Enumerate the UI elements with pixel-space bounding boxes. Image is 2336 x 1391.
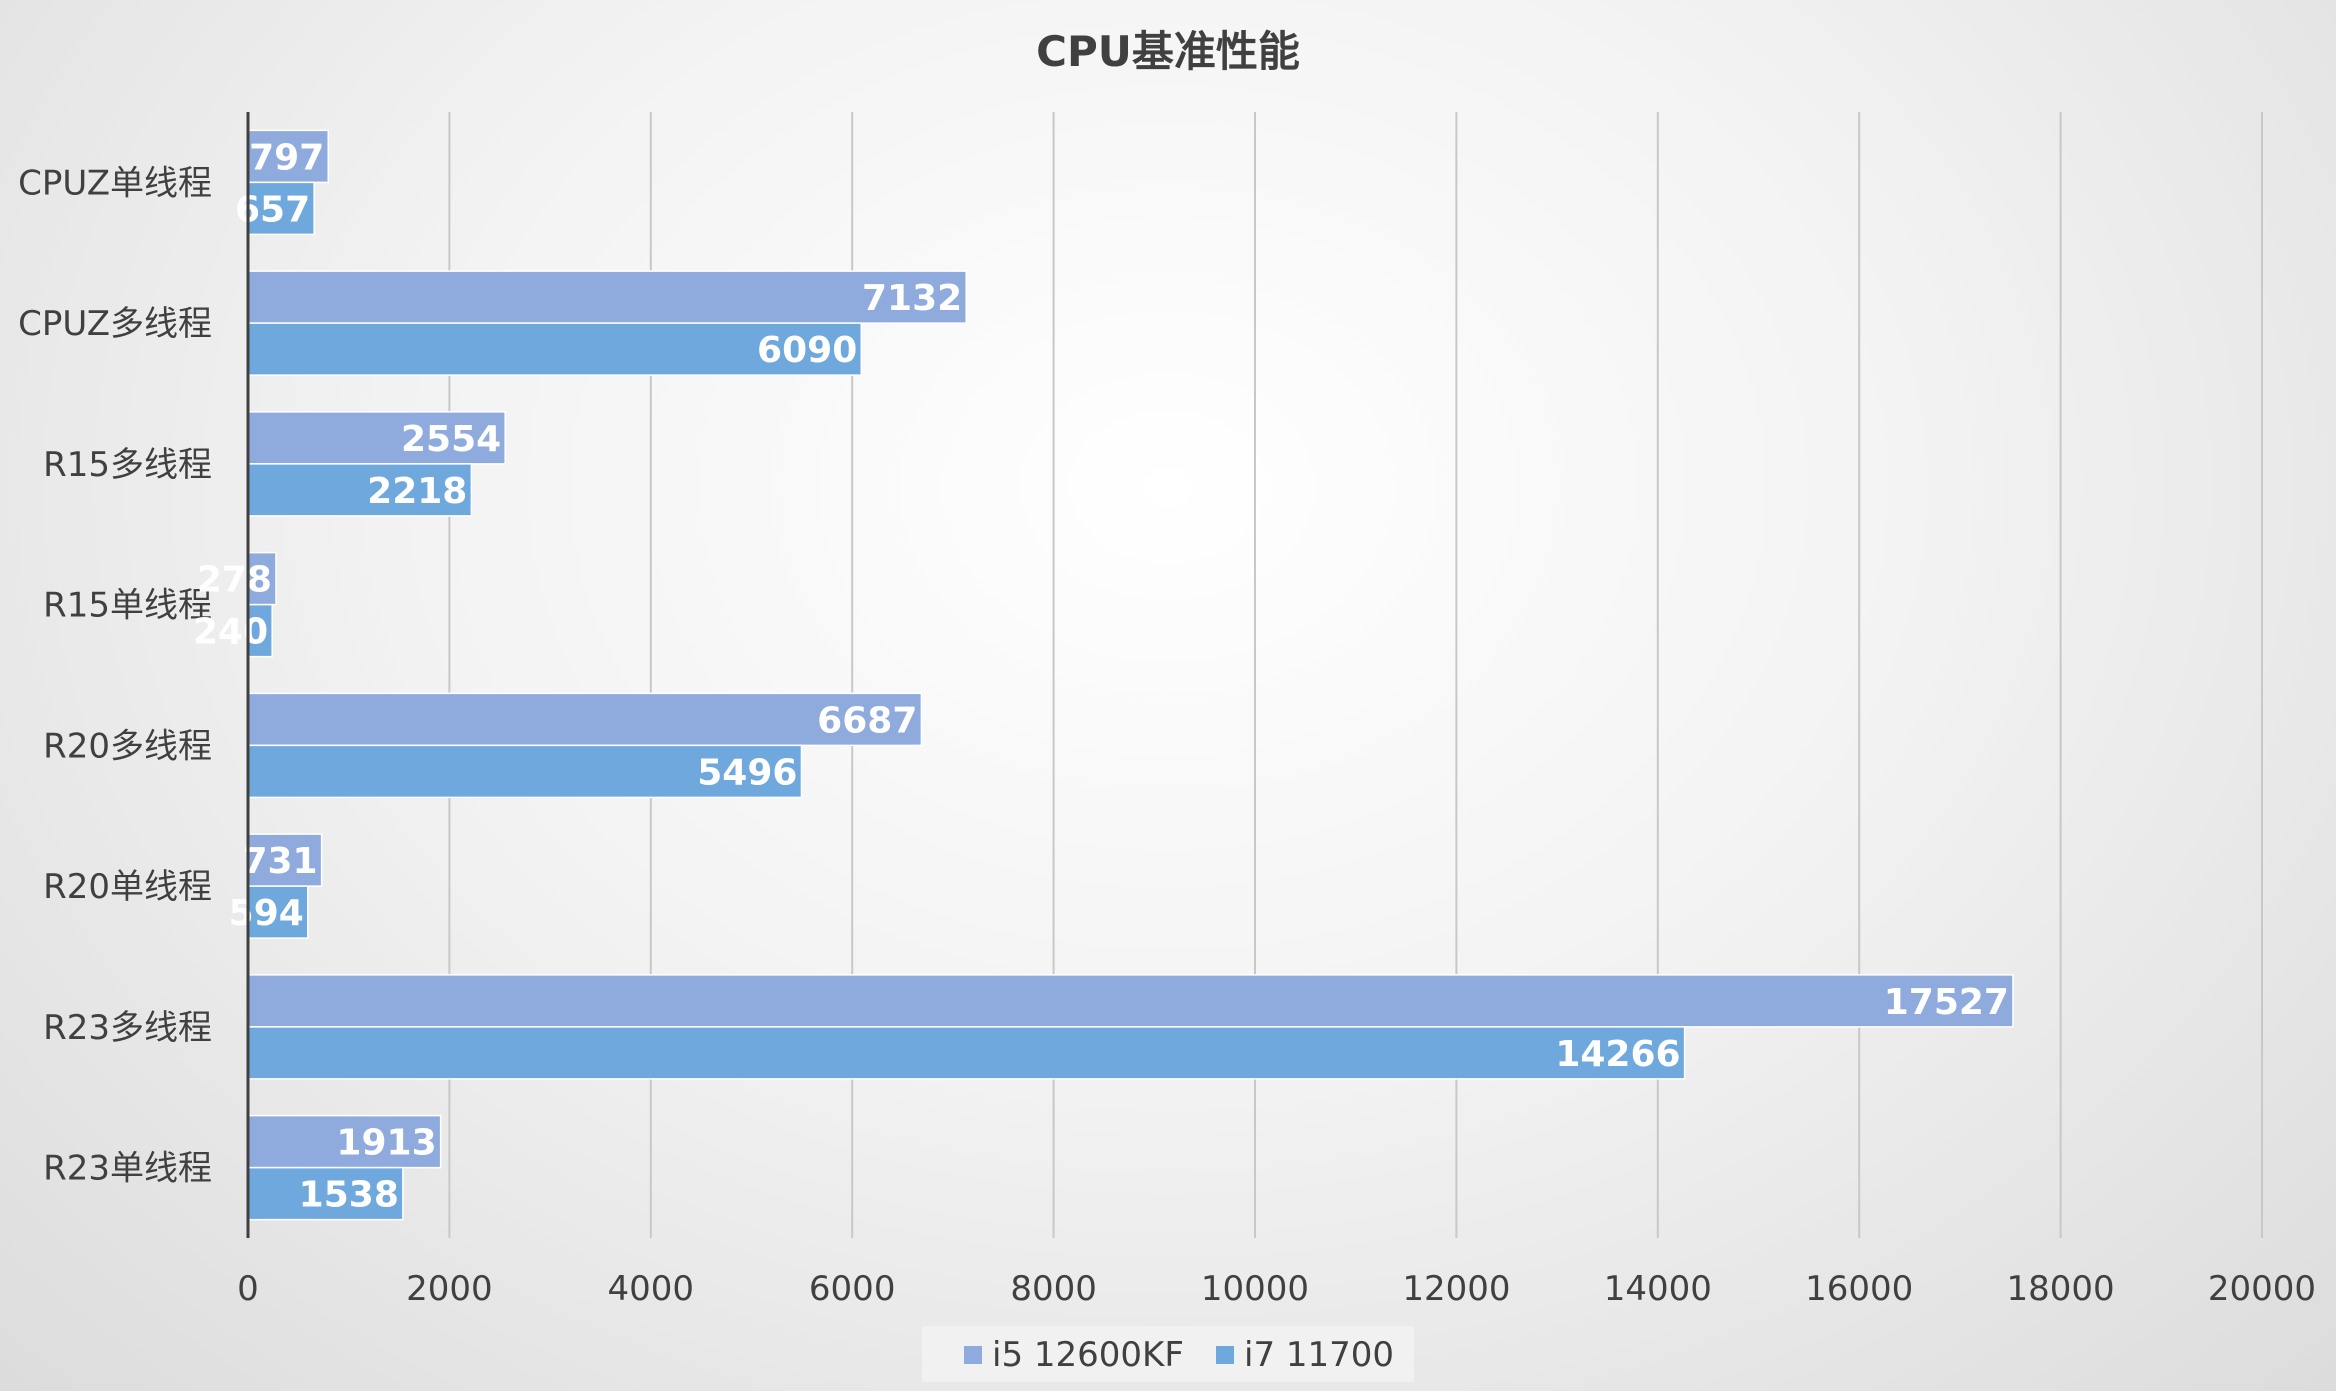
data-label: 1538: [299, 1175, 399, 1216]
x-tick-label: 2000: [406, 1269, 493, 1309]
data-label: 2554: [401, 419, 501, 460]
data-label: 594: [229, 893, 304, 934]
data-label: 731: [242, 841, 317, 882]
category-label: R20单线程: [43, 867, 212, 907]
x-tick-label: 4000: [608, 1269, 695, 1309]
category-label: R23多线程: [43, 1008, 212, 1048]
bar-i5: [247, 974, 2014, 1028]
data-label: 240: [193, 612, 268, 653]
x-tick-label: 14000: [1604, 1269, 1712, 1309]
data-label: 657: [235, 189, 310, 230]
x-tick-label: 12000: [1402, 1269, 1510, 1309]
bar-i5: [247, 270, 967, 324]
data-label: 6090: [757, 330, 857, 371]
legend-label: i5 12600KF: [992, 1335, 1184, 1375]
bar-i7: [247, 603, 273, 658]
bar-i7: [247, 1166, 404, 1221]
category-label: CPUZ单线程: [18, 163, 212, 203]
bar-i7: [247, 885, 309, 939]
data-label: 5496: [697, 752, 797, 793]
category-label: CPUZ多线程: [18, 304, 212, 344]
data-label: 17527: [1884, 982, 2009, 1023]
legend-swatch: [964, 1346, 982, 1364]
bar-i7: [247, 744, 803, 799]
data-label: 6687: [817, 700, 917, 741]
data-label: 2218: [367, 471, 467, 512]
bar-i5: [247, 692, 923, 747]
data-label: 7132: [862, 278, 962, 319]
x-tick-label: 0: [237, 1269, 259, 1309]
legend-swatch: [1216, 1346, 1234, 1364]
chart-title: CPU基准性能: [1036, 27, 1300, 76]
category-label: R15多线程: [43, 445, 212, 485]
category-label: R23单线程: [43, 1149, 212, 1189]
x-tick-label: 20000: [2208, 1269, 2316, 1309]
bar-i7: [247, 1026, 1686, 1080]
data-label: 797: [249, 137, 324, 178]
x-tick-label: 10000: [1201, 1269, 1309, 1309]
category-label: R20多线程: [43, 726, 212, 766]
x-tick-label: 8000: [1010, 1269, 1097, 1309]
category-label: R15单线程: [43, 586, 212, 626]
x-tick-label: 16000: [1805, 1269, 1913, 1309]
legend-box: [922, 1326, 1414, 1382]
data-label: 14266: [1555, 1034, 1680, 1075]
x-tick-label: 18000: [2007, 1269, 2115, 1309]
bar-i5: [247, 1114, 442, 1169]
bar-i5: [247, 129, 330, 184]
data-label: 1913: [336, 1123, 436, 1164]
data-label: 278: [197, 560, 272, 601]
legend-label: i7 11700: [1244, 1335, 1394, 1375]
x-tick-label: 6000: [809, 1269, 896, 1309]
